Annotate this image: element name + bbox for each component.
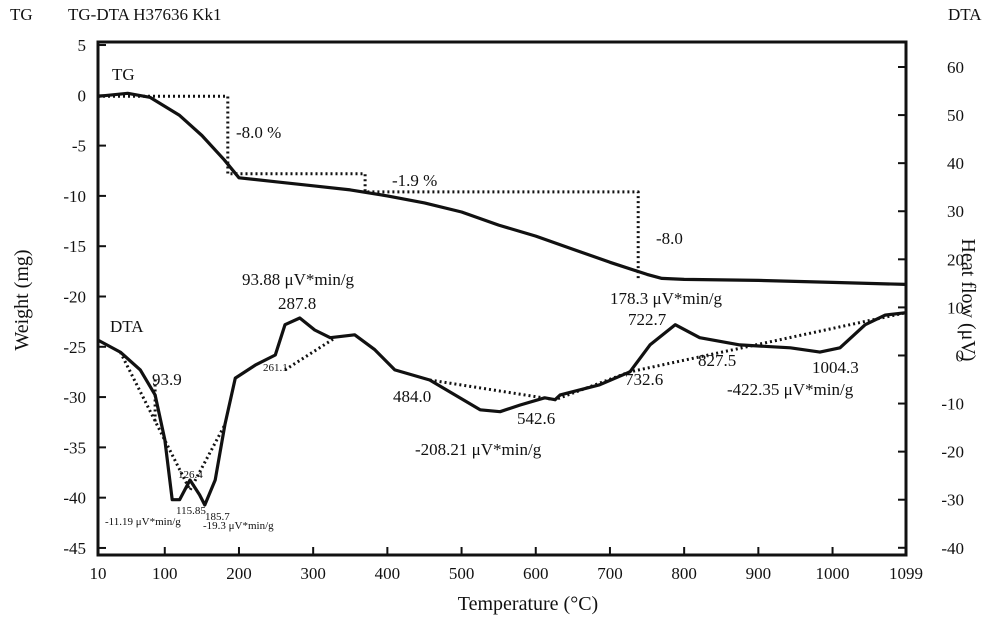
y-tick-label: -35	[63, 438, 86, 457]
x-tick-label: 600	[523, 564, 549, 583]
y2-tick-label: 0	[956, 346, 965, 365]
x-tick-label: 10	[90, 564, 107, 583]
annotation: 732.6	[625, 370, 663, 389]
x-tick-label: 400	[375, 564, 401, 583]
x-tick-label: 100	[152, 564, 178, 583]
y-tick-label: -10	[63, 187, 86, 206]
annotation: 93.9	[152, 370, 182, 389]
y-tick-label: 0	[78, 86, 87, 105]
y-axis-title: Weight (mg)	[11, 249, 33, 350]
annotation: -8.0 %	[236, 123, 281, 142]
dotted-line	[118, 311, 907, 492]
y-tick-label: -45	[63, 539, 86, 558]
y-tick-label: -25	[63, 338, 86, 357]
y2-tick-label: -10	[941, 395, 964, 414]
y2-axis-title: Heat flow (μV)	[957, 239, 979, 362]
x-tick-label: 200	[226, 564, 252, 583]
curve	[97, 311, 907, 507]
x-tick-label: 1099	[889, 564, 923, 583]
y-tick-label: -30	[63, 388, 86, 407]
annotation: 1004.3	[812, 358, 859, 377]
y2-tick-label: 40	[947, 154, 964, 173]
y-tick-label: 5	[78, 36, 87, 55]
annotation: 287.8	[278, 294, 316, 313]
annotation: 261.1	[263, 362, 288, 374]
y2-tick-label: 20	[947, 250, 964, 269]
annotation: -8.0	[656, 229, 683, 248]
annotation: -208.21 μV*min/g	[415, 440, 542, 459]
x-tick-label: 700	[597, 564, 623, 583]
annotation: 178.3 μV*min/g	[610, 289, 723, 308]
annotation: 542.6	[517, 409, 555, 428]
y-tick-label: -20	[63, 287, 86, 306]
y-tick-label: -5	[72, 137, 86, 156]
chart-title: TG-DTA H37636 Kk1	[68, 5, 222, 24]
annotation: 115.85	[176, 505, 206, 517]
annotation: 126.4	[178, 469, 203, 481]
plot-frame	[96, 40, 908, 557]
annotation: -19.3 μV*min/g	[203, 520, 274, 532]
y2-tick-label: -30	[941, 491, 964, 510]
curve	[97, 91, 907, 286]
x-tick-label: 300	[300, 564, 326, 583]
annotation: DTA	[110, 317, 144, 336]
annotation: -1.9 %	[392, 171, 437, 190]
y2-header: DTA	[948, 5, 982, 24]
y-tick-label: -40	[63, 489, 86, 508]
y2-tick-label: 30	[947, 202, 964, 221]
annotation: 185.7	[205, 511, 230, 523]
y2-tick-label: 60	[947, 58, 964, 77]
annotation: 484.0	[393, 387, 431, 406]
x-tick-label: 800	[671, 564, 697, 583]
dotted-line	[98, 94, 640, 279]
y2-tick-label: -40	[941, 539, 964, 558]
annotation: 827.5	[698, 351, 736, 370]
annotation: 722.7	[628, 310, 667, 329]
y2-tick-label: -20	[941, 443, 964, 462]
x-axis-title: Temperature (°C)	[458, 593, 598, 615]
y2-tick-label: 10	[947, 298, 964, 317]
annotation: -11.19 μV*min/g	[105, 516, 181, 528]
y-header: TG	[10, 5, 33, 24]
y-tick-label: -15	[63, 237, 86, 256]
annotation: 93.88 μV*min/g	[242, 270, 355, 289]
x-tick-label: 1000	[816, 564, 850, 583]
x-tick-label: 900	[746, 564, 772, 583]
annotation: TG	[112, 65, 135, 84]
annotation: -422.35 μV*min/g	[727, 380, 854, 399]
y2-tick-label: 50	[947, 106, 964, 125]
x-tick-label: 500	[449, 564, 475, 583]
